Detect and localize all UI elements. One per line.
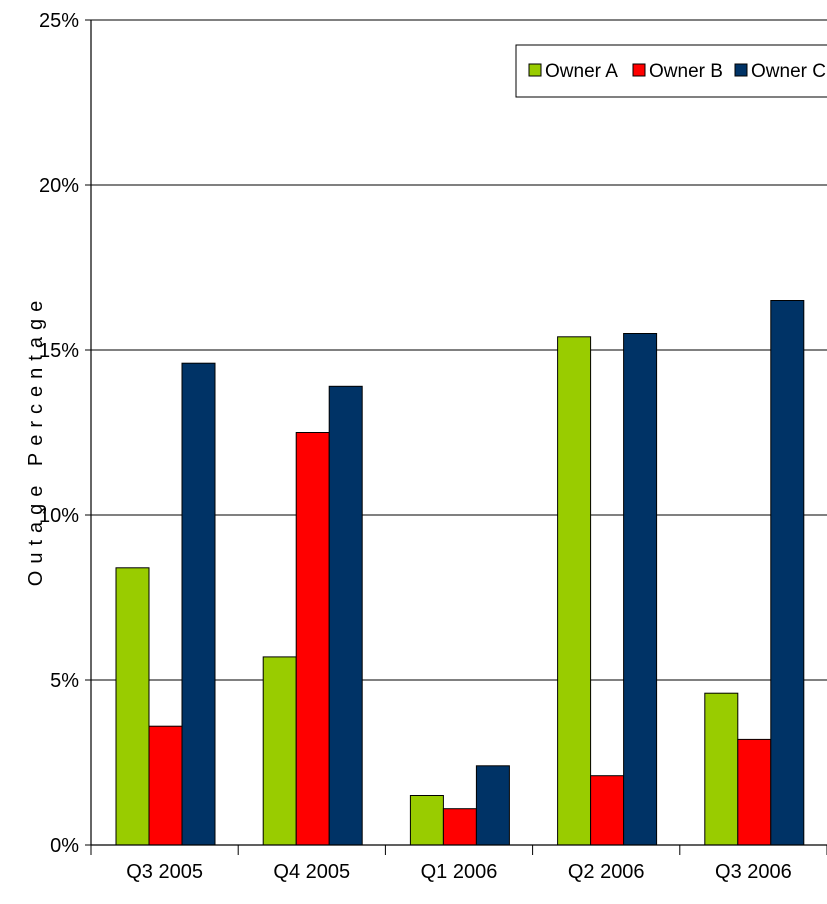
legend-label: Owner A <box>545 61 618 82</box>
legend-swatch <box>734 63 748 77</box>
bar-owner-b <box>590 775 625 846</box>
y-tick-label: 20% <box>39 175 79 197</box>
x-tick-label: Q1 2006 <box>421 861 498 883</box>
bar-owner-b <box>148 725 183 846</box>
y-axis-title: Outage Percentage <box>25 294 47 586</box>
x-tick-label: Q3 2005 <box>126 861 203 883</box>
bar-owner-a <box>115 567 150 846</box>
bar-owner-c <box>181 362 216 846</box>
y-tick-label: 0% <box>50 835 79 857</box>
y-tick-label: 10% <box>39 505 79 527</box>
y-tick-label: 25% <box>39 10 79 32</box>
y-tick-label: 15% <box>39 340 79 362</box>
bar-owner-c <box>770 300 805 846</box>
legend-swatch <box>528 63 542 77</box>
legend-swatch <box>632 63 646 77</box>
bar-owner-b <box>737 738 772 846</box>
bar-owner-a <box>704 692 739 846</box>
y-tick-label: 5% <box>50 670 79 692</box>
x-tick-labels: Q3 2005 Q4 2005 Q1 2006 Q2 2006 Q3 2006 <box>126 861 792 883</box>
bar-owner-b <box>442 808 477 846</box>
x-tick-label: Q4 2005 <box>273 861 350 883</box>
legend: Owner A Owner B Owner C <box>515 44 827 98</box>
legend-label: Owner B <box>649 61 723 82</box>
bar-owner-c <box>623 333 658 846</box>
x-tick-label: Q3 2006 <box>715 861 792 883</box>
bar-owner-b <box>295 432 330 846</box>
bar-owner-a <box>409 795 444 846</box>
legend-label: Owner C <box>751 61 826 82</box>
bar-owner-a <box>557 336 592 846</box>
bar-owner-c <box>328 385 363 846</box>
bar-owner-a <box>262 656 297 846</box>
bar-owner-c <box>475 765 510 846</box>
x-tick-label: Q2 2006 <box>568 861 645 883</box>
axes <box>85 19 827 855</box>
y-tick-labels: 0% 5% 10% 15% 20% 25% <box>39 10 79 857</box>
bars <box>115 300 805 846</box>
legend-box <box>515 44 827 98</box>
